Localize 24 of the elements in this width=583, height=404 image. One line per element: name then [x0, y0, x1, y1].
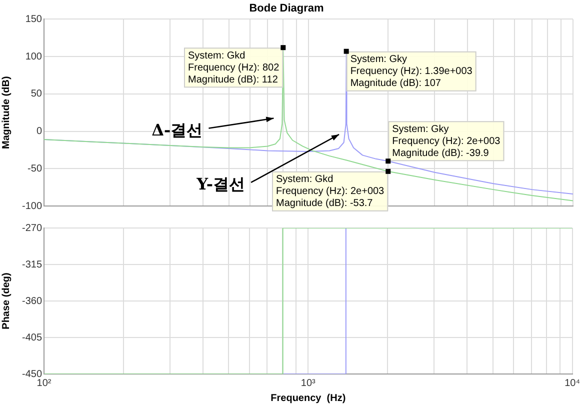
chart-title: Bode Diagram [249, 2, 324, 15]
y-tick-label: 100 [25, 51, 42, 62]
annotation: Δ-결선 [152, 120, 203, 140]
y-tick-label: 0 [36, 126, 42, 138]
y-tick-label: 150 [25, 14, 42, 25]
annotation: Y-결선 [196, 174, 246, 194]
y-tick-label: -270 [22, 222, 42, 234]
y-tick-label: -405 [22, 332, 42, 344]
y-axis-title: Magnitude (dB) [0, 76, 12, 149]
y-tick-label: -50 [28, 163, 42, 174]
annotation: System: Gky Frequency (Hz): 2e+003 Magnitude (dB): -39.9 [392, 124, 501, 159]
x-tick-label: 10² [36, 378, 52, 389]
y-tick-label: -315 [22, 259, 42, 270]
annotation: System: Gkd Frequency (Hz): 802 Magnitude (dB): 112 [188, 50, 280, 86]
y-axis-title: Phase (deg) [0, 272, 12, 330]
annotation: System: Gkd Frequency (Hz): 2e+003 Magnitude (dB): -53.7 [276, 174, 385, 210]
y-tick-label: 50 [30, 88, 42, 100]
x-tick-label: 10⁴ [564, 378, 580, 389]
x-tick-label: 10³ [300, 378, 316, 389]
annotation: System: Gky Frequency (Hz): 1.39e+003 Magnitude (dB): 107 [350, 54, 473, 90]
y-tick-label: -360 [22, 296, 42, 307]
y-tick-label: -450 [22, 368, 42, 380]
x-axis-title: Frequency (Hz) [270, 392, 346, 404]
y-tick-label: -100 [22, 200, 42, 212]
